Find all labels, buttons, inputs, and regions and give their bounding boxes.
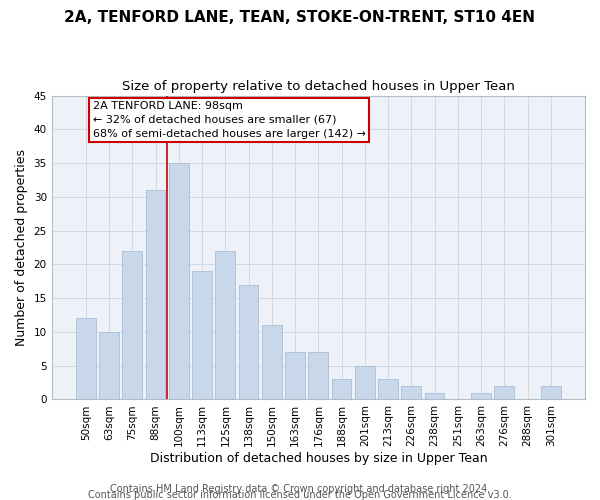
Bar	[471, 392, 491, 400]
Text: Contains public sector information licensed under the Open Government Licence v3: Contains public sector information licen…	[88, 490, 512, 500]
Bar	[215, 251, 235, 400]
Bar	[355, 366, 375, 400]
Bar	[285, 352, 305, 400]
Bar	[169, 163, 188, 400]
Bar	[239, 284, 259, 400]
Bar	[332, 379, 352, 400]
X-axis label: Distribution of detached houses by size in Upper Tean: Distribution of detached houses by size …	[149, 452, 487, 465]
Bar	[76, 318, 95, 400]
Bar	[378, 379, 398, 400]
Bar	[122, 251, 142, 400]
Text: 2A, TENFORD LANE, TEAN, STOKE-ON-TRENT, ST10 4EN: 2A, TENFORD LANE, TEAN, STOKE-ON-TRENT, …	[65, 10, 536, 25]
Bar	[192, 271, 212, 400]
Bar	[494, 386, 514, 400]
Bar	[401, 386, 421, 400]
Text: Contains HM Land Registry data © Crown copyright and database right 2024.: Contains HM Land Registry data © Crown c…	[110, 484, 490, 494]
Bar	[308, 352, 328, 400]
Bar	[262, 325, 282, 400]
Bar	[99, 332, 119, 400]
Bar	[541, 386, 561, 400]
Title: Size of property relative to detached houses in Upper Tean: Size of property relative to detached ho…	[122, 80, 515, 93]
Text: 2A TENFORD LANE: 98sqm
← 32% of detached houses are smaller (67)
68% of semi-det: 2A TENFORD LANE: 98sqm ← 32% of detached…	[93, 101, 366, 139]
Bar	[146, 190, 166, 400]
Bar	[425, 392, 445, 400]
Y-axis label: Number of detached properties: Number of detached properties	[15, 149, 28, 346]
